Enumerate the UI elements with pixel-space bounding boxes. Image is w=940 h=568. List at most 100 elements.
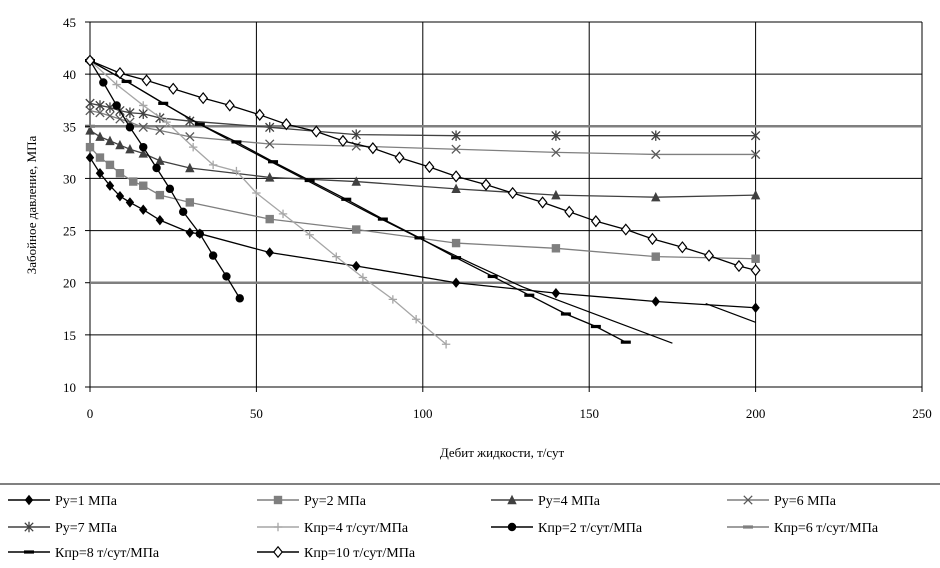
- data-point: [590, 324, 601, 329]
- y-tick-label: 45: [63, 15, 76, 30]
- data-point: [162, 117, 171, 127]
- data-point: [195, 229, 205, 238]
- legend-marker: [24, 550, 34, 554]
- x-axis-label: Дебит жидкости, т/сут: [440, 445, 565, 460]
- data-point: [351, 176, 361, 186]
- data-point: [564, 205, 575, 218]
- y-tick-label: 25: [63, 224, 76, 239]
- data-point: [651, 296, 660, 307]
- data-point: [115, 139, 125, 150]
- data-point: [105, 135, 115, 146]
- y-tick-label: 35: [63, 119, 76, 134]
- data-point: [733, 259, 744, 273]
- axes: 10 15 20 25 30 35 40 45 0 50 100 150 200 250: [63, 15, 932, 421]
- series-line: [89, 102, 756, 137]
- data-point: [278, 209, 288, 219]
- data-point: [451, 277, 461, 288]
- data-point: [537, 196, 548, 209]
- legend-marker: [24, 521, 34, 533]
- legend-entry: Ру=1 МПа: [8, 494, 118, 509]
- data-point: [551, 244, 561, 253]
- data-point: [590, 215, 601, 228]
- data-point: [451, 170, 462, 183]
- data-point: [95, 153, 105, 162]
- data-point: [451, 238, 461, 248]
- legend-entry: Ру=7 МПа: [8, 521, 118, 536]
- data-point: [265, 247, 274, 258]
- data-point: [208, 251, 218, 260]
- legend-marker: [507, 494, 517, 505]
- legend-entry: Кпр=6 т/сут/МПа: [727, 521, 879, 536]
- data-point: [198, 91, 209, 105]
- data-point: [620, 340, 631, 344]
- data-point: [268, 160, 279, 164]
- data-point: [551, 147, 561, 158]
- data-point: [311, 125, 322, 138]
- legend-entry: Кпр=8 т/сут/МПа: [8, 546, 160, 561]
- legend-marker: [273, 545, 283, 559]
- trend-line: [705, 303, 756, 323]
- data-point: [265, 139, 275, 149]
- y-axis-label: Забойное давление, МПа: [24, 136, 39, 275]
- legend-entry: Кпр=10 т/сут/МПа: [257, 545, 416, 561]
- data-point: [281, 118, 292, 131]
- data-point: [138, 148, 148, 158]
- grid-lines: [89, 21, 923, 388]
- legend-label: Ру=4 МПа: [538, 494, 601, 509]
- series-line: [89, 60, 241, 299]
- data-point: [139, 181, 148, 190]
- series-line: [89, 60, 627, 343]
- data-point: [125, 144, 135, 154]
- data-point: [112, 101, 121, 110]
- data-point: [750, 149, 761, 160]
- data-point: [751, 302, 760, 313]
- data-point: [750, 264, 761, 277]
- data-point: [551, 130, 561, 141]
- data-point: [254, 108, 265, 121]
- data-point: [265, 214, 274, 224]
- data-point: [129, 177, 138, 186]
- data-point: [265, 172, 275, 182]
- data-point: [85, 105, 95, 116]
- data-point: [125, 123, 135, 132]
- y-tick-label: 20: [63, 276, 76, 291]
- data-point: [451, 183, 461, 194]
- data-point: [105, 111, 115, 121]
- data-point: [651, 252, 660, 261]
- data-point: [551, 287, 561, 299]
- data-point: [158, 101, 169, 105]
- legend-marker: [743, 495, 753, 505]
- data-point: [95, 100, 105, 111]
- data-point: [524, 293, 535, 297]
- data-point: [388, 295, 398, 304]
- legend: Ру=1 МПа Ру=2 МПа Ру=4 МПа Ру=6 МПа Ру=7 МПа…: [0, 483, 940, 561]
- x-tick-label: 150: [579, 406, 599, 421]
- data-point: [115, 190, 125, 202]
- data-point: [115, 169, 125, 178]
- legend-label: Ру=7 МПа: [55, 521, 118, 536]
- data-point: [481, 178, 492, 191]
- legend-label: Кпр=4 т/сут/МПа: [304, 521, 409, 536]
- data-point: [138, 122, 148, 132]
- data-point: [551, 189, 561, 200]
- x-tick-label: 200: [746, 406, 766, 421]
- data-point: [424, 160, 435, 174]
- data-point: [235, 294, 244, 303]
- data-point: [155, 125, 165, 136]
- data-point: [208, 160, 218, 170]
- data-point: [507, 186, 518, 200]
- legend-entry: Кпр=4 т/сут/МПа: [257, 521, 409, 536]
- data-point: [155, 214, 165, 226]
- data-point: [367, 142, 378, 155]
- legend-marker: [507, 522, 517, 532]
- x-tick-label: 50: [250, 406, 263, 421]
- data-point: [95, 131, 105, 141]
- legend-label: Ру=6 МПа: [774, 494, 837, 509]
- data-point: [451, 144, 461, 154]
- data-point: [377, 217, 388, 221]
- data-point: [139, 204, 148, 215]
- data-point: [651, 192, 661, 202]
- legend-entry: Ру=2 МПа: [257, 494, 367, 509]
